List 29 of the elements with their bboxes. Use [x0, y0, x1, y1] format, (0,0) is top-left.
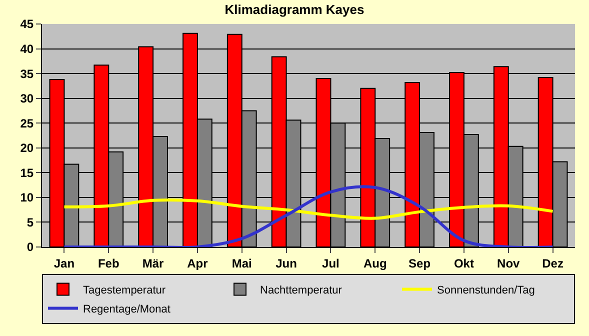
x-tick-label: Nov	[497, 256, 520, 270]
x-tick-label: Feb	[98, 256, 120, 270]
x-tick-label: Okt	[454, 256, 474, 270]
line-series	[62, 185, 554, 247]
y-tick-label: 30	[20, 92, 34, 106]
x-tick-label: Apr	[187, 256, 208, 270]
legend-label: Regentage/Monat	[83, 304, 170, 316]
x-tick-label: Jun	[276, 256, 297, 270]
x-tick-label: Mai	[232, 256, 252, 270]
y-tick-label: 15	[20, 166, 34, 180]
y-tick-label: 10	[20, 190, 34, 205]
x-tick-label: Mär	[142, 256, 164, 270]
x-tick-label: Jul	[322, 256, 340, 270]
y-tick-label: 20	[20, 141, 34, 156]
y-tick-label: 25	[20, 116, 34, 130]
x-tick-label: Jan	[54, 256, 75, 270]
y-tick-label: 0	[26, 240, 34, 254]
x-tick-label: Sep	[408, 256, 431, 270]
legend-label: Nachttemperatur	[260, 284, 342, 297]
y-tick-label: 45	[20, 17, 34, 32]
y-tick-label: 40	[20, 42, 34, 56]
legend-label: Tagestemperatur	[83, 284, 166, 297]
y-tick-label: 35	[20, 66, 34, 81]
chart-title: Klimadiagramm Kayes	[224, 2, 364, 18]
line-series	[62, 198, 554, 220]
x-tick-label: Aug	[363, 256, 387, 270]
legend-label: Sonnenstunden/Tag	[437, 284, 535, 297]
x-tick-label: Dez	[542, 256, 564, 270]
y-tick-label: 5	[26, 215, 34, 230]
